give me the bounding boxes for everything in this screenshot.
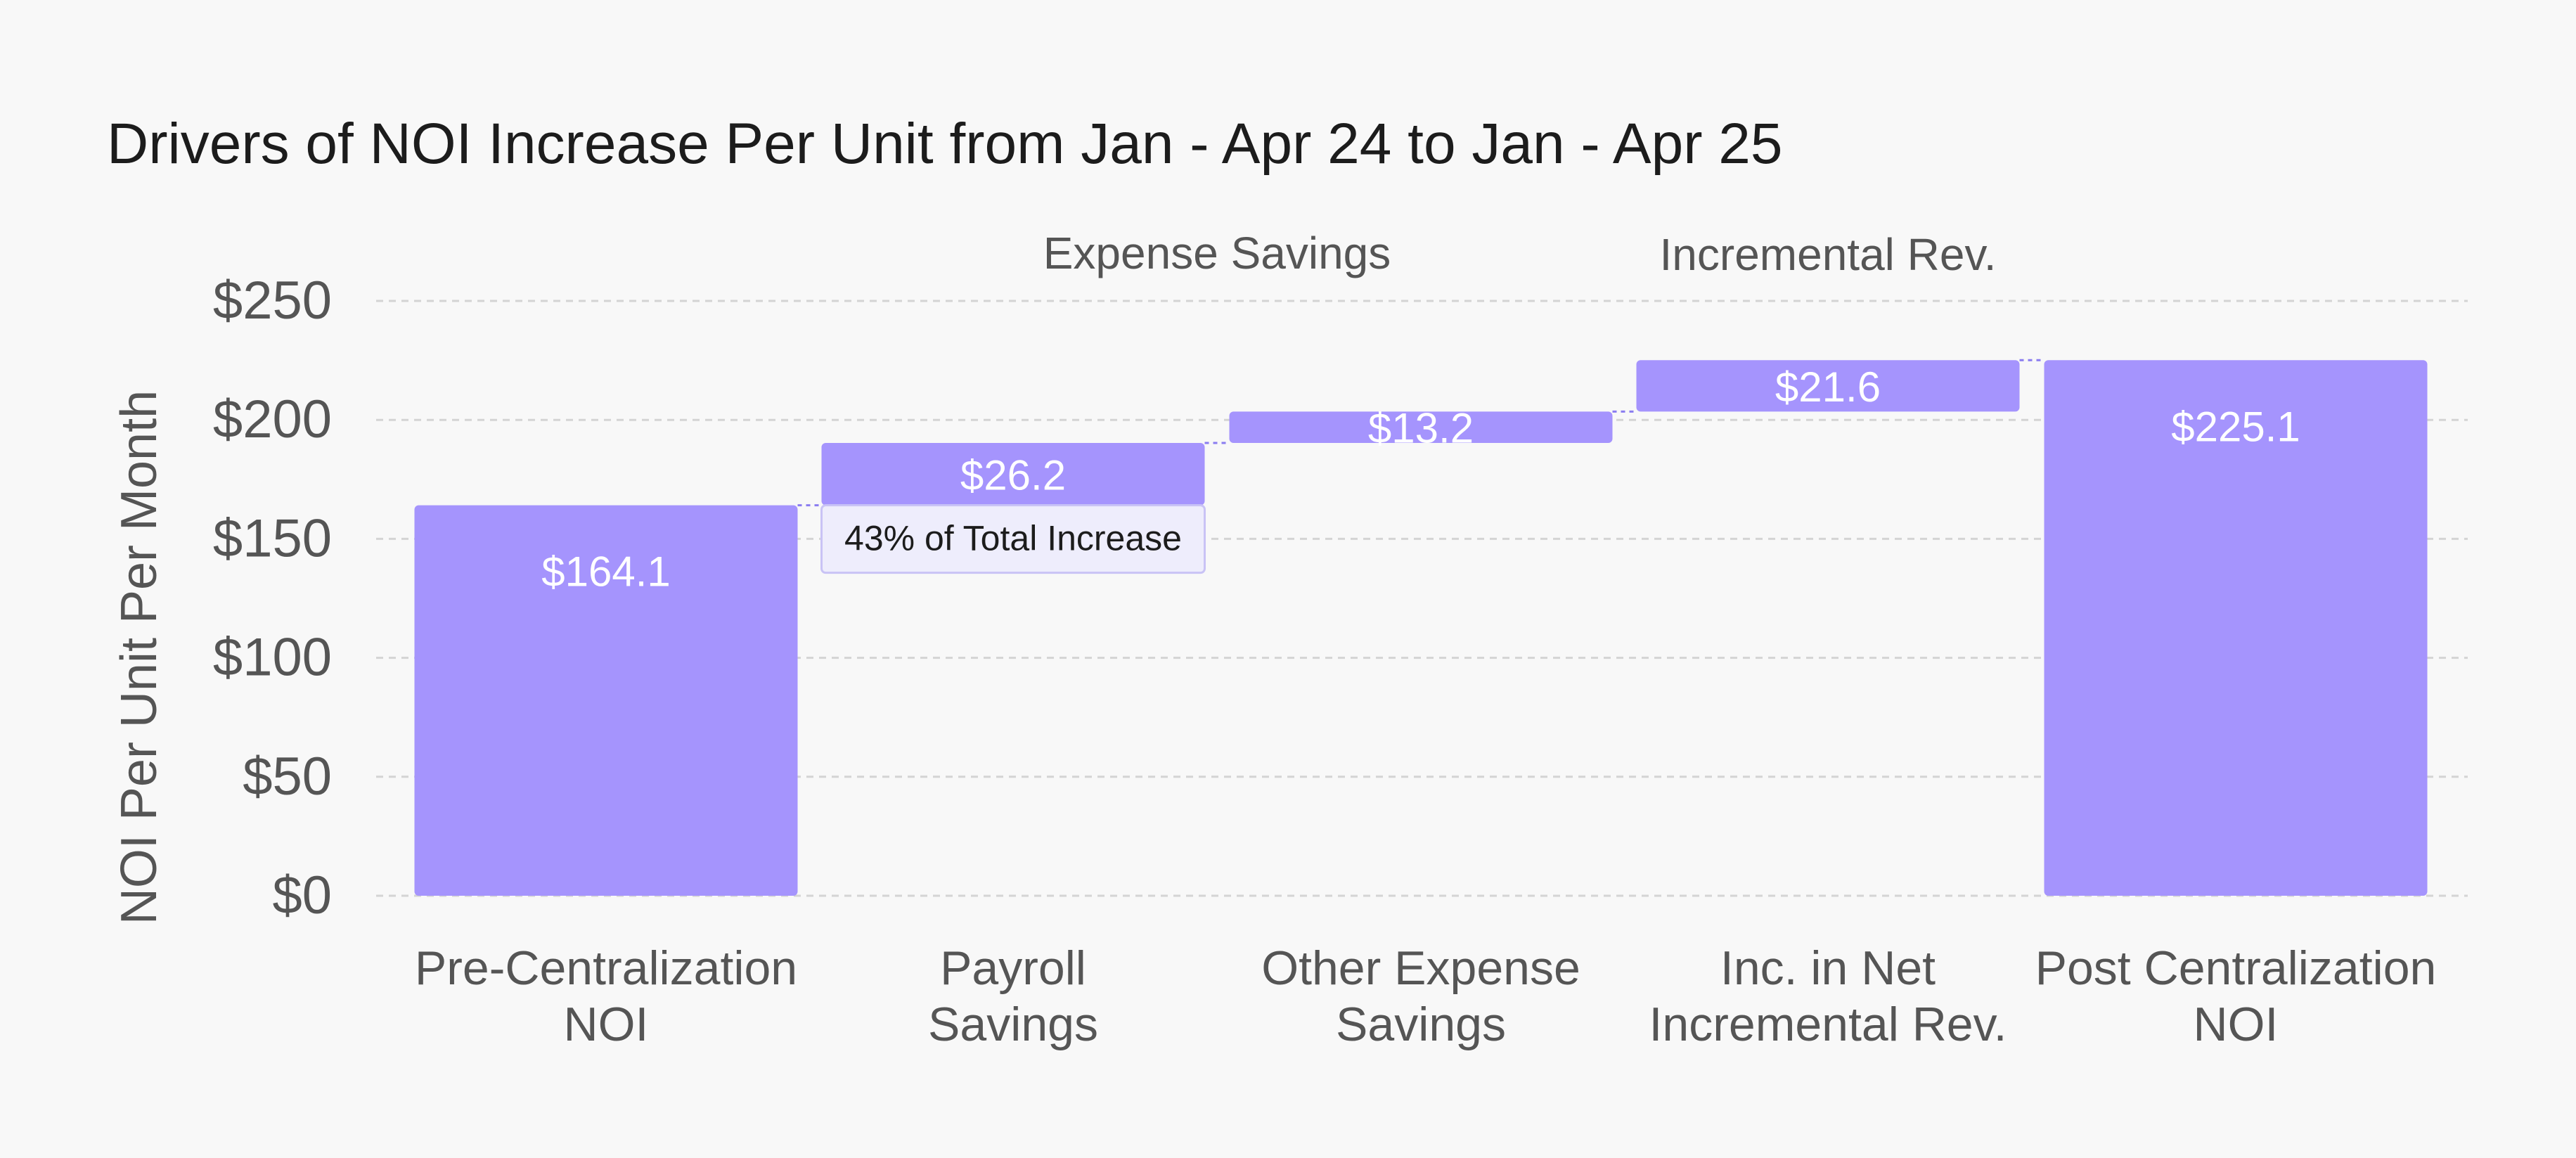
chart-title: Drivers of NOI Increase Per Unit from Ja…: [107, 112, 1783, 176]
connectors: [797, 359, 2044, 507]
group-label-expense-savings: Expense Savings: [1043, 228, 1391, 278]
x-axis-categories: Pre-CentralizationNOIPayrollSavingsOther…: [415, 941, 2436, 1051]
x-tick-label: NOI: [564, 998, 649, 1051]
bar-value-label: $164.1: [541, 548, 671, 596]
x-tick-label: Savings: [928, 998, 1098, 1051]
x-tick-label: NOI: [2194, 998, 2279, 1051]
y-tick-label: $150: [213, 508, 332, 568]
bar-3: [1636, 360, 2020, 412]
bar-value-label: $26.2: [960, 451, 1066, 498]
y-tick-label: $200: [213, 390, 332, 449]
group-label-incremental-rev: Incremental Rev.: [1660, 229, 1997, 280]
y-tick-label: $50: [243, 747, 332, 806]
bar-0: [414, 505, 798, 896]
x-tick-label: Incremental Rev.: [1649, 998, 2007, 1051]
y-tick-label: $0: [272, 866, 332, 925]
bar-4: [2044, 360, 2428, 896]
x-tick-label: Other Expense: [1261, 941, 1580, 995]
y-tick-label: $100: [213, 628, 332, 688]
bars: $164.1 $26.2 $13.2 $21.6 $225.1: [414, 360, 2428, 896]
bar-value-label: $21.6: [1775, 364, 1881, 411]
x-tick-label: Payroll: [940, 941, 1086, 995]
bar-1: [821, 443, 1205, 506]
x-tick-label: Pre-Centralization: [415, 941, 797, 995]
y-axis-ticks: $0 $50 $100 $150 $200 $250: [213, 271, 332, 925]
callout-text: 43% of Total Increase: [844, 519, 1182, 558]
bar-2: [1229, 411, 1613, 444]
x-tick-label: Post Centralization: [2035, 941, 2437, 995]
bar-value-label: $13.2: [1368, 405, 1474, 452]
percent-of-total-callout: 43% of Total Increase: [820, 504, 1206, 574]
bar-value-label: $225.1: [2171, 403, 2300, 450]
callout-box: [820, 504, 1206, 574]
x-tick-label: Inc. in Net: [1720, 941, 1936, 995]
y-axis-label: NOI Per Unit Per Month: [111, 390, 167, 925]
y-tick-label: $250: [213, 271, 332, 330]
x-tick-label: Savings: [1336, 998, 1506, 1051]
